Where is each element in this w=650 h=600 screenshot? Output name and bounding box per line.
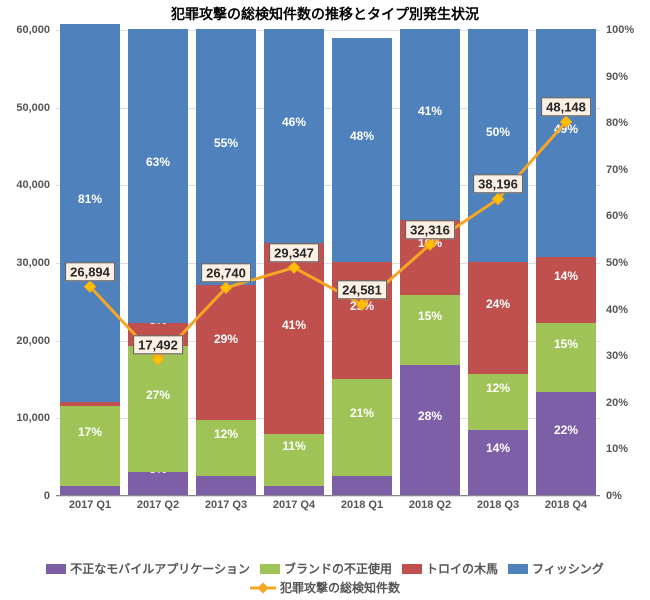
- y-right-tick: 80%: [600, 117, 628, 129]
- legend-label: 不正なモバイルアプリケーション: [70, 560, 250, 577]
- y-right-tick: 50%: [600, 257, 628, 269]
- x-category: 2018 Q3: [464, 495, 532, 511]
- legend-item: トロイの木馬: [402, 560, 498, 577]
- x-category: 2018 Q2: [396, 495, 464, 511]
- line-value-label: 38,196: [473, 175, 523, 194]
- line-value-label: 48,148: [541, 97, 591, 116]
- legend-label: ブランドの不正使用: [284, 560, 392, 577]
- y-right-tick: 40%: [600, 304, 628, 316]
- legend-swatch: [260, 564, 280, 574]
- legend-swatch: [402, 564, 422, 574]
- plot-area: 010,00020,00030,00040,00050,00060,0000%1…: [56, 30, 600, 496]
- y-left-tick: 40,000: [16, 179, 56, 191]
- y-left-tick: 10,000: [16, 412, 56, 424]
- legend-item: 犯罪攻撃の総検知件数: [250, 579, 400, 596]
- y-right-tick: 70%: [600, 164, 628, 176]
- y-left-tick: 60,000: [16, 24, 56, 36]
- y-right-tick: 100%: [600, 24, 634, 36]
- legend-line-icon: [250, 583, 276, 593]
- y-left-tick: 20,000: [16, 335, 56, 347]
- y-left-tick: 30,000: [16, 257, 56, 269]
- y-right-tick: 60%: [600, 210, 628, 222]
- legend: 不正なモバイルアプリケーション ブランドの不正使用 トロイの木馬 フィッシング犯罪攻撃…: [0, 560, 650, 596]
- detection-chart: 犯罪攻撃の総検知件数の推移とタイプ別発生状況 010,00020,00030,0…: [0, 0, 650, 600]
- x-category: 2018 Q4: [532, 495, 600, 511]
- line-series: [56, 30, 600, 495]
- x-category: 2018 Q1: [328, 495, 396, 511]
- line-value-label: 26,740: [201, 264, 251, 283]
- y-left-tick: 50,000: [16, 102, 56, 114]
- x-category: 2017 Q1: [56, 495, 124, 511]
- chart-title: 犯罪攻撃の総検知件数の推移とタイプ別発生状況: [0, 4, 650, 24]
- line-value-label: 17,492: [133, 335, 183, 354]
- y-left-tick: 0: [44, 490, 56, 502]
- legend-label: フィッシング: [532, 560, 604, 577]
- line-value-label: 29,347: [269, 243, 319, 262]
- line-value-label: 32,316: [405, 220, 455, 239]
- y-right-tick: 10%: [600, 443, 628, 455]
- legend-swatch: [46, 564, 66, 574]
- legend-item: ブランドの不正使用: [260, 560, 392, 577]
- x-category: 2017 Q3: [192, 495, 260, 511]
- line-value-label: 24,581: [337, 280, 387, 299]
- legend-swatch: [508, 564, 528, 574]
- legend-item: 不正なモバイルアプリケーション: [46, 560, 250, 577]
- y-right-tick: 0%: [600, 490, 622, 502]
- legend-label: トロイの木馬: [426, 560, 498, 577]
- y-right-tick: 30%: [600, 350, 628, 362]
- legend-item: フィッシング: [508, 560, 604, 577]
- line-value-label: 26,894: [65, 262, 115, 281]
- legend-label: 犯罪攻撃の総検知件数: [280, 579, 400, 596]
- y-right-tick: 90%: [600, 71, 628, 83]
- y-right-tick: 20%: [600, 397, 628, 409]
- x-category: 2017 Q2: [124, 495, 192, 511]
- x-category: 2017 Q4: [260, 495, 328, 511]
